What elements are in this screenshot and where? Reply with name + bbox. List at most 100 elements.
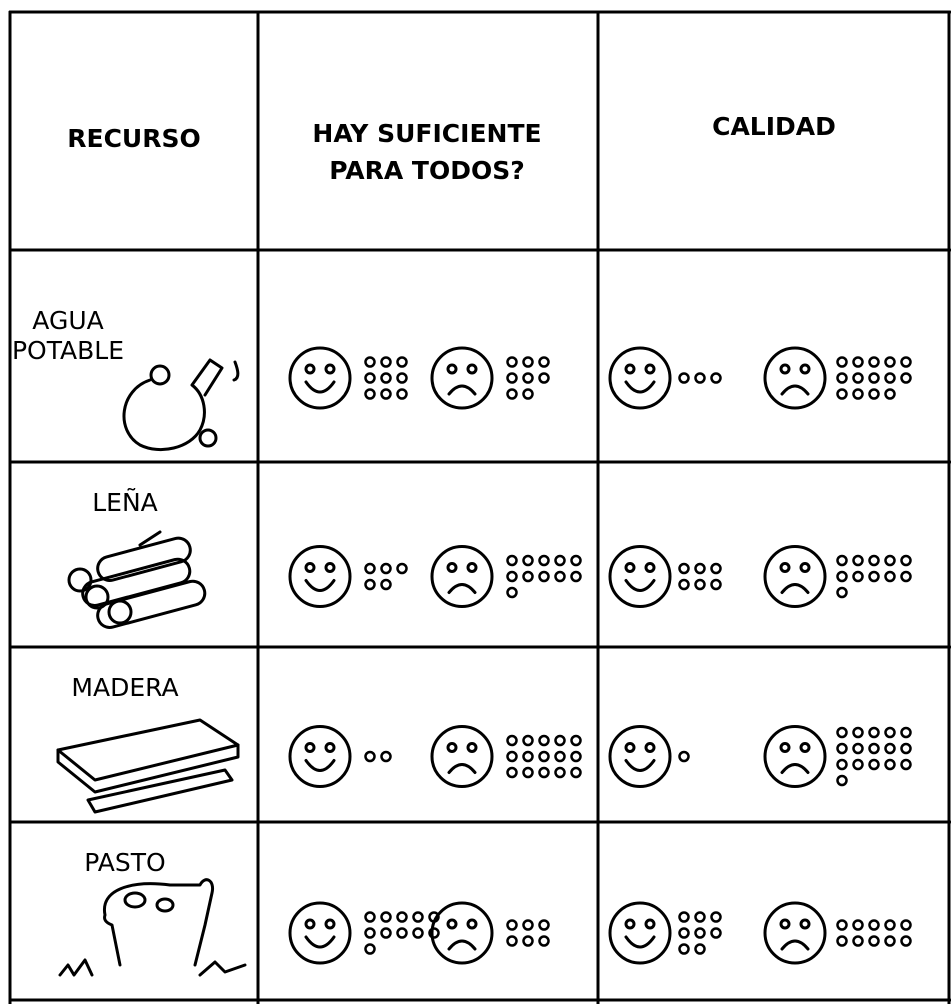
vote-dot: [678, 750, 690, 763]
vote-dot: [522, 554, 534, 567]
eye: [446, 918, 458, 930]
vote-dot: [852, 935, 864, 947]
vote-dot: [868, 372, 880, 384]
vote-dot: [852, 742, 864, 755]
eye: [446, 363, 458, 375]
vote-dot: [852, 554, 864, 567]
vote-dot: [554, 766, 566, 779]
mouth: [304, 380, 336, 394]
vote-dot: [884, 919, 896, 931]
logs-icon: [67, 530, 207, 629]
vote-dot: [538, 919, 550, 931]
eye: [799, 918, 811, 930]
vote-dot: [396, 388, 408, 400]
vote-dot: [522, 750, 534, 763]
vote-dots: [364, 562, 408, 591]
vote-dot: [884, 372, 896, 384]
vote-dot: [852, 726, 864, 739]
vote-dot: [380, 911, 392, 923]
eye: [466, 363, 478, 375]
vote-dot: [868, 742, 880, 755]
vote-dots: [836, 356, 912, 400]
eye: [466, 918, 478, 930]
vote-dots: [506, 554, 582, 599]
vote-dot: [380, 750, 392, 763]
vote-dots: [836, 554, 912, 599]
face-outline: [430, 901, 494, 965]
face-outline: [608, 545, 672, 608]
vote-dot: [852, 758, 864, 771]
vote-dot: [836, 919, 848, 931]
mouth: [780, 384, 810, 396]
vote-dots: [836, 919, 912, 947]
vote-dot: [364, 388, 376, 400]
vote-dot: [570, 766, 582, 779]
vote-dot: [836, 742, 848, 755]
eye: [466, 742, 478, 753]
vote-dot: [554, 570, 566, 583]
vote-dot: [900, 935, 912, 947]
eye: [644, 562, 656, 573]
vote-dot: [570, 570, 582, 583]
vote-dot: [868, 356, 880, 368]
vote-dot: [538, 570, 550, 583]
mouth: [447, 384, 477, 396]
vote-dot: [522, 919, 534, 931]
vote-dot: [710, 372, 722, 384]
vote-dot: [506, 554, 518, 567]
vote-dot: [852, 356, 864, 368]
mouth: [624, 579, 656, 592]
eye: [779, 918, 791, 930]
vote-dot: [506, 372, 518, 384]
eye: [324, 918, 336, 930]
mouth: [780, 763, 810, 774]
vote-dot: [900, 356, 912, 368]
vote-dot: [570, 750, 582, 763]
vote-dot: [570, 554, 582, 567]
vote-dot: [538, 734, 550, 747]
vote-dots: [506, 734, 582, 779]
eye: [304, 363, 316, 375]
vote-dot: [364, 750, 376, 763]
eye: [644, 363, 656, 375]
vote-dot: [884, 388, 896, 400]
happy-face: [288, 901, 352, 965]
sad-face: [430, 545, 494, 608]
vote-dot: [900, 570, 912, 583]
eye: [644, 918, 656, 930]
eye: [644, 742, 656, 753]
mouth: [624, 759, 656, 772]
row-label: AGUA: [32, 306, 103, 335]
vote-dot: [868, 758, 880, 771]
vote-dot: [884, 726, 896, 739]
sad-face: [763, 901, 827, 965]
eye: [304, 918, 316, 930]
face-outline: [430, 725, 494, 788]
eye: [799, 363, 811, 375]
vote-dot: [868, 554, 880, 567]
header-resource: RECURSO: [67, 124, 200, 153]
vote-dot: [836, 356, 848, 368]
sad-face: [430, 346, 494, 410]
vote-dot: [710, 911, 722, 923]
eye: [624, 918, 636, 930]
vote-dot: [522, 570, 534, 583]
vote-dots: [364, 750, 392, 763]
vote-dot: [364, 356, 376, 368]
vote-dot: [538, 766, 550, 779]
vote-dot: [506, 388, 518, 400]
vote-dot: [538, 935, 550, 947]
vote-dot: [506, 766, 518, 779]
header-enough: PARA TODOS?: [329, 156, 525, 185]
vote-dot: [836, 570, 848, 583]
vote-dot: [506, 919, 518, 931]
vote-dot: [694, 372, 706, 384]
row-label: MADERA: [71, 673, 178, 702]
vote-dot: [380, 388, 392, 400]
vote-dot: [506, 570, 518, 583]
jug-icon: [122, 358, 240, 452]
vote-dot: [364, 578, 376, 591]
vote-dot: [678, 562, 690, 575]
vote-dot: [396, 356, 408, 368]
eye: [779, 363, 791, 375]
